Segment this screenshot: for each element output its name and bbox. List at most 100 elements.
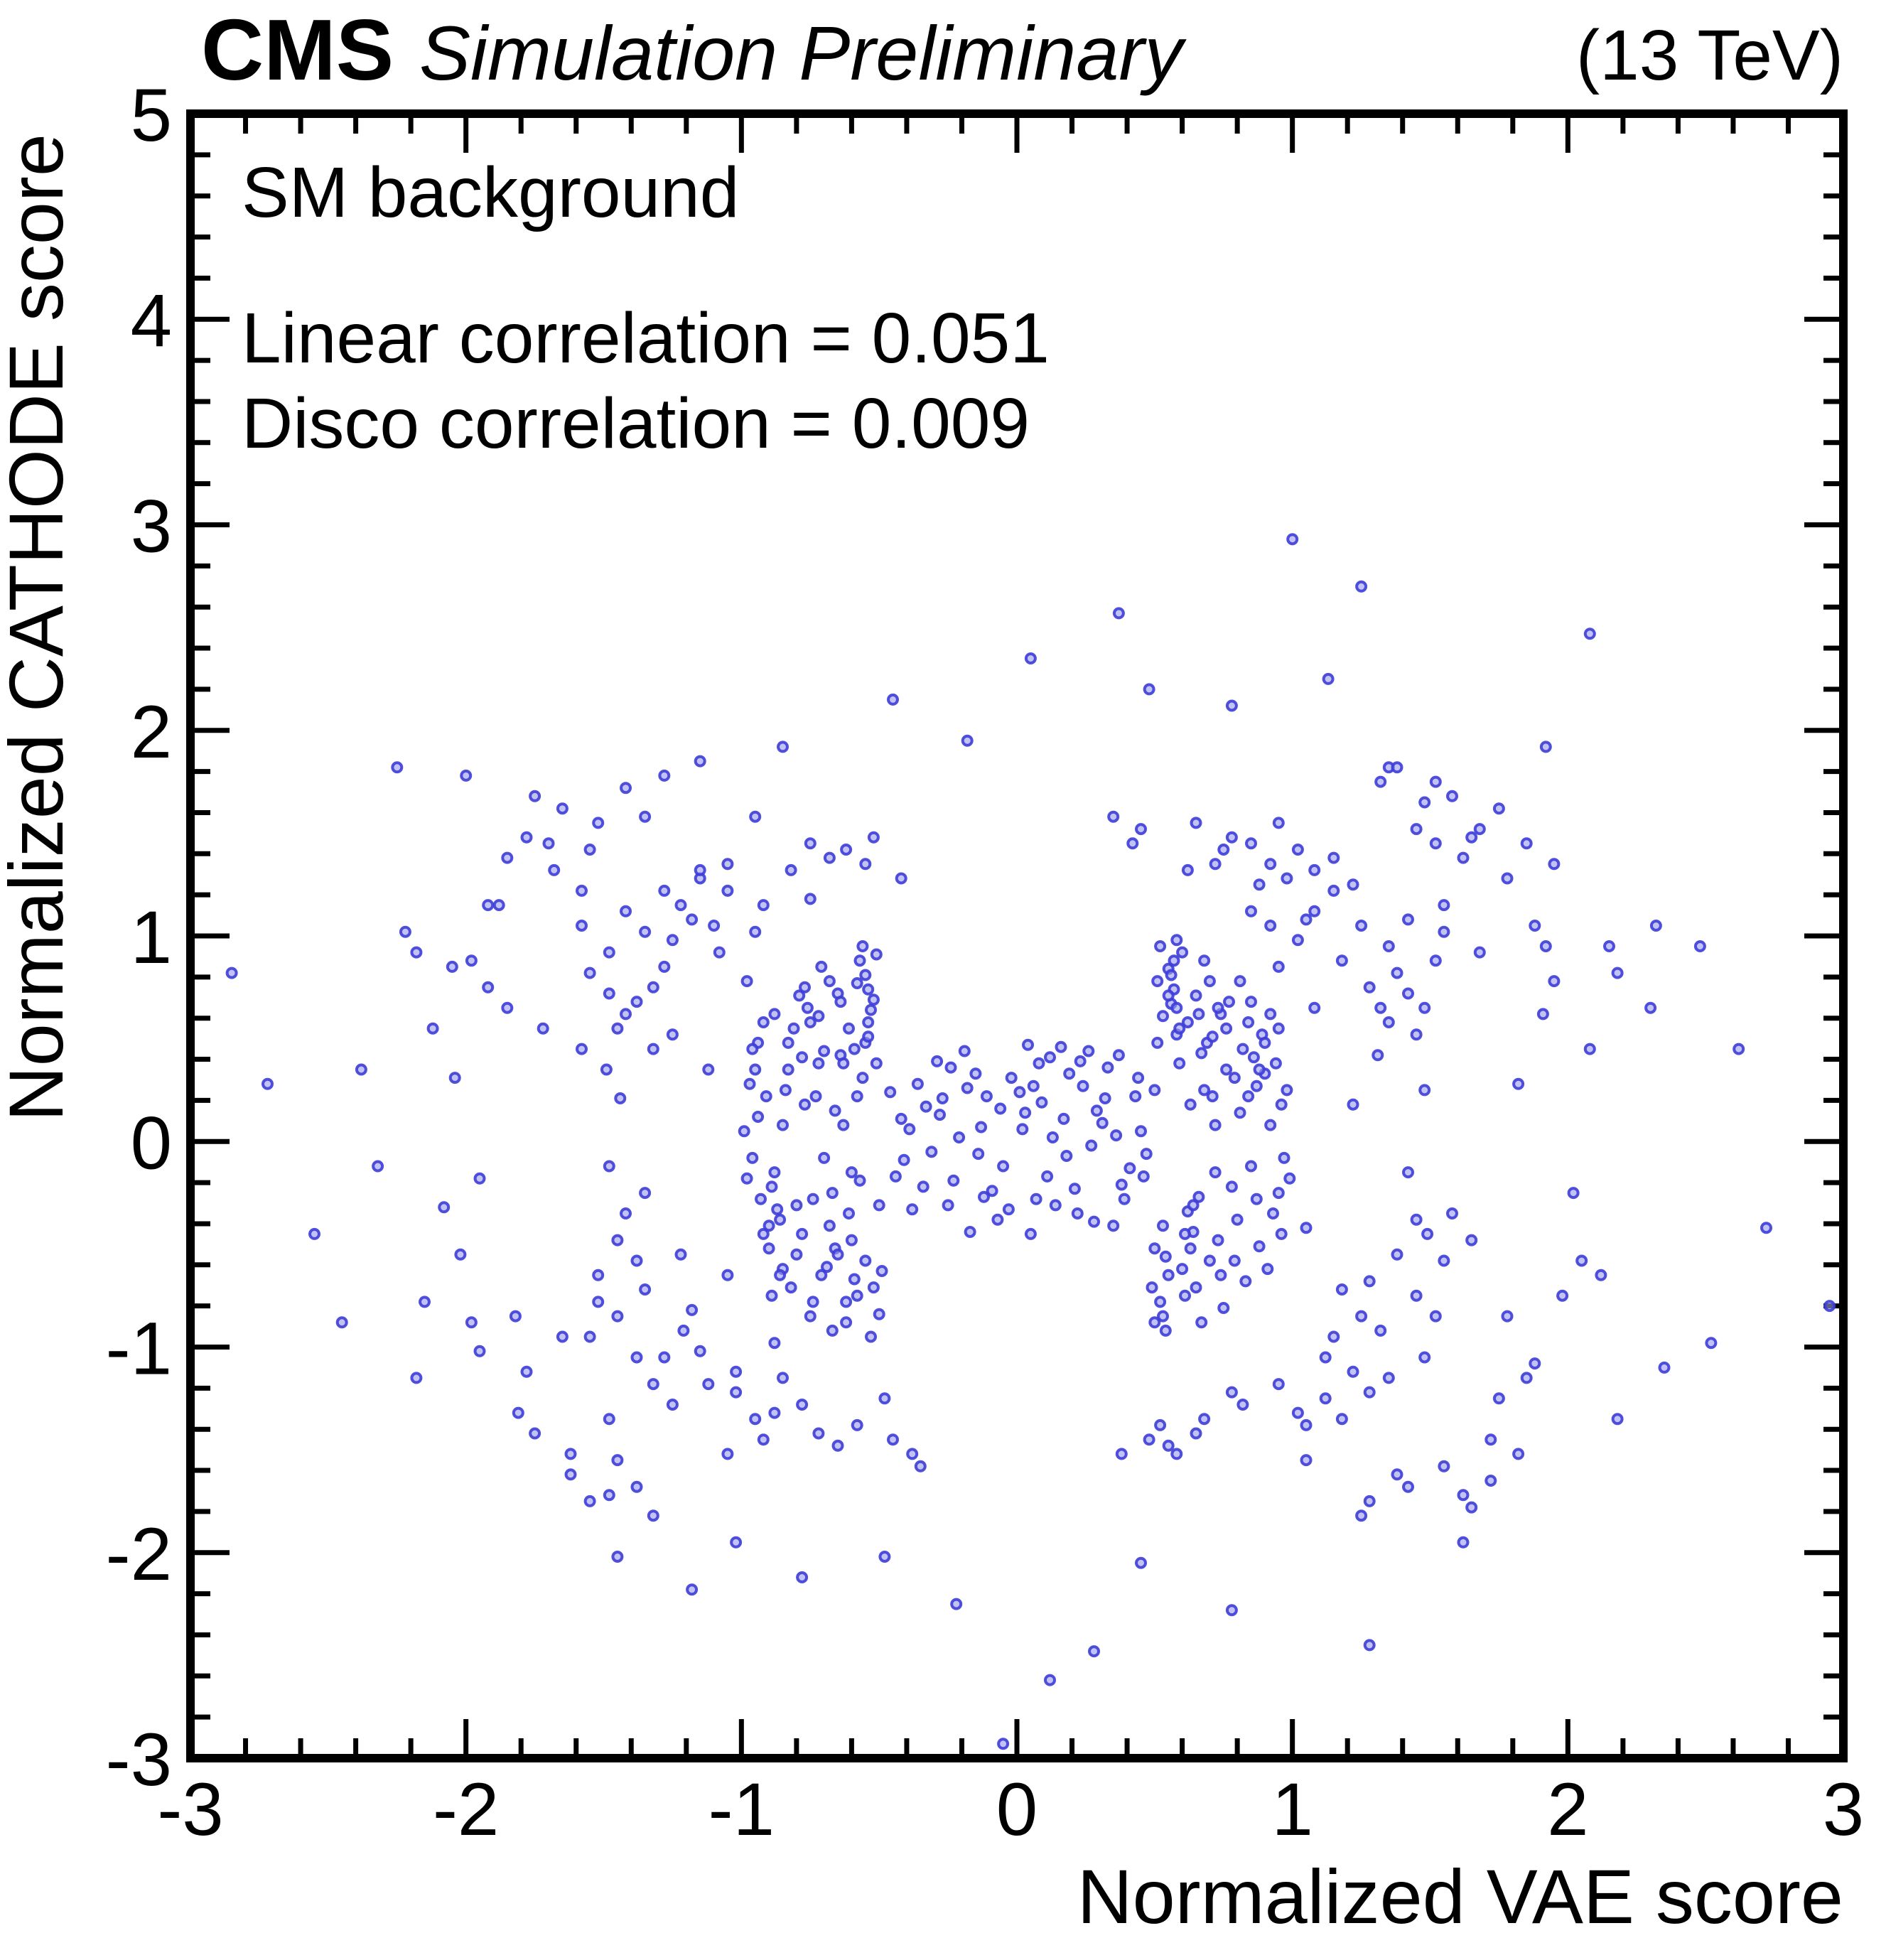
data-point xyxy=(1267,1207,1279,1219)
data-point xyxy=(1115,1448,1128,1460)
data-point xyxy=(1173,1022,1186,1035)
data-point xyxy=(721,1269,734,1281)
data-point xyxy=(1077,1079,1089,1092)
data-point xyxy=(1247,1051,1260,1064)
data-point xyxy=(1107,1219,1120,1232)
data-point xyxy=(1198,954,1211,967)
data-point xyxy=(1057,1112,1070,1125)
data-point xyxy=(1192,1190,1205,1203)
data-point xyxy=(1374,1001,1387,1014)
data-point xyxy=(1154,1418,1167,1431)
data-point xyxy=(1088,1645,1100,1658)
data-point xyxy=(1308,863,1321,876)
data-point xyxy=(1418,1001,1431,1014)
data-point xyxy=(779,1084,792,1097)
data-point xyxy=(768,1008,781,1021)
data-point xyxy=(1465,831,1478,844)
data-point xyxy=(1159,1324,1172,1337)
data-point xyxy=(1151,975,1164,988)
cms-subtitle: Simulation Preliminary xyxy=(419,10,1187,96)
data-point xyxy=(1212,1234,1224,1246)
data-point xyxy=(1143,1433,1155,1446)
data-point xyxy=(812,1427,825,1440)
data-point xyxy=(873,1199,885,1212)
data-point xyxy=(708,920,721,932)
data-point xyxy=(812,1010,825,1023)
data-point xyxy=(419,1296,431,1308)
data-point xyxy=(1115,1178,1128,1191)
data-point xyxy=(537,1022,549,1035)
data-point xyxy=(1438,1254,1450,1267)
data-point xyxy=(1225,1180,1238,1193)
data-point xyxy=(749,810,762,823)
data-point xyxy=(768,1337,781,1350)
data-point xyxy=(911,1077,924,1090)
data-point xyxy=(410,946,423,959)
data-point xyxy=(865,1003,877,1016)
data-point xyxy=(1234,975,1246,988)
data-point xyxy=(556,1330,569,1343)
data-point xyxy=(1484,1433,1497,1446)
data-point xyxy=(746,1043,759,1055)
data-point xyxy=(991,1213,1004,1226)
data-point xyxy=(831,1248,844,1261)
data-point xyxy=(1539,940,1552,952)
y-tick-label: 5 xyxy=(131,74,172,157)
data-point xyxy=(826,1187,839,1200)
data-point xyxy=(1146,1281,1158,1294)
data-point xyxy=(765,1289,778,1302)
data-point xyxy=(1595,1269,1607,1281)
x-tick-label: -2 xyxy=(433,1768,499,1851)
data-point xyxy=(1192,1008,1205,1021)
data-point xyxy=(1372,1049,1384,1062)
data-point xyxy=(1283,1172,1296,1185)
data-point xyxy=(1162,1269,1175,1281)
data-point xyxy=(873,1308,885,1320)
data-point xyxy=(1112,1049,1125,1062)
data-point xyxy=(1418,1084,1431,1097)
data-point xyxy=(796,1227,809,1240)
data-point xyxy=(895,872,907,885)
data-point xyxy=(978,1190,990,1203)
data-point xyxy=(1823,1300,1836,1313)
data-point xyxy=(1074,1055,1087,1067)
data-point xyxy=(961,734,974,747)
data-point xyxy=(1355,1310,1368,1323)
data-point xyxy=(1195,1316,1208,1329)
data-point xyxy=(1363,1495,1376,1507)
data-point xyxy=(958,1045,971,1057)
y-tick-label: -1 xyxy=(106,1308,172,1391)
data-point xyxy=(639,925,652,938)
data-point xyxy=(225,966,238,979)
data-point xyxy=(1410,1213,1423,1226)
data-point xyxy=(473,1345,486,1357)
data-point xyxy=(1220,1022,1233,1035)
data-point xyxy=(1548,858,1561,871)
data-point xyxy=(1492,802,1505,815)
data-point xyxy=(674,899,687,912)
data-point xyxy=(1438,925,1450,938)
data-point xyxy=(1245,1160,1257,1173)
data-point xyxy=(1195,1047,1208,1060)
data-point xyxy=(757,1016,770,1028)
data-point xyxy=(840,1316,853,1329)
data-point xyxy=(994,1102,1007,1115)
data-point xyxy=(917,1180,929,1193)
data-point xyxy=(1198,1084,1211,1097)
data-point xyxy=(1225,1604,1238,1617)
data-point xyxy=(859,969,872,981)
data-point xyxy=(862,1016,875,1028)
data-point xyxy=(1044,1051,1056,1064)
data-point xyxy=(1374,775,1387,788)
data-point xyxy=(1272,1378,1285,1391)
data-point xyxy=(730,1536,743,1549)
data-point xyxy=(1548,975,1561,988)
data-point xyxy=(782,1036,794,1049)
data-point xyxy=(818,1151,831,1164)
data-point xyxy=(1168,954,1180,967)
data-point xyxy=(1391,1468,1403,1481)
data-point xyxy=(843,1207,855,1219)
data-point xyxy=(845,1234,858,1246)
data-point xyxy=(1060,1150,1073,1162)
